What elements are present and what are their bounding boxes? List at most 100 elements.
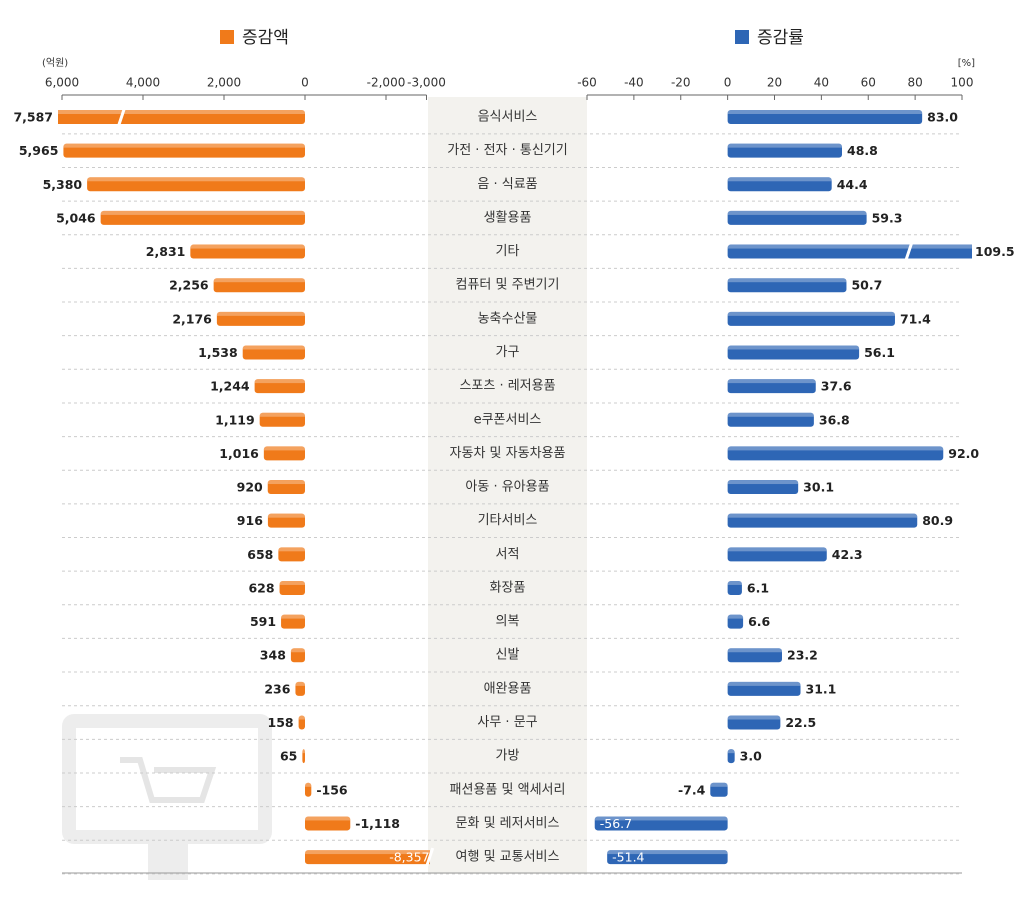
x-tick-label: 80 <box>907 76 922 90</box>
bar <box>727 345 860 360</box>
bar <box>727 177 832 192</box>
bar <box>727 614 744 629</box>
bar-highlight <box>267 480 305 485</box>
bar-highlight <box>727 143 842 148</box>
value-label: 30.1 <box>803 480 834 495</box>
bar-highlight <box>727 648 782 653</box>
bar-group <box>58 110 430 865</box>
bar <box>267 513 305 528</box>
bar-highlight <box>607 850 728 855</box>
bar <box>279 580 305 595</box>
bar <box>305 816 351 831</box>
bar-highlight <box>278 547 305 552</box>
value-label: 7,587 <box>13 110 53 125</box>
bar <box>710 782 728 797</box>
x-tick-label: -60 <box>577 76 597 90</box>
value-label: 2,831 <box>146 244 186 259</box>
bar-highlight <box>727 110 923 114</box>
category-label: 자동차 및 자동차용품 <box>450 446 566 461</box>
bar-highlight <box>305 850 430 855</box>
value-label: 80.9 <box>922 513 953 528</box>
bar-highlight <box>100 210 306 215</box>
bar-highlight <box>727 210 867 215</box>
x-tick-label: 100 <box>951 76 974 90</box>
category-label: 여행 및 교통서비스 <box>456 849 560 865</box>
bar-group <box>594 110 972 865</box>
bar <box>727 278 847 293</box>
bar <box>259 412 305 427</box>
bar-highlight <box>58 110 305 114</box>
bar-highlight <box>727 278 847 283</box>
value-label: 23.2 <box>787 648 818 663</box>
bar <box>727 379 816 394</box>
bar-highlight <box>279 580 305 585</box>
value-label: 916 <box>237 513 263 528</box>
bar <box>727 480 799 495</box>
bar <box>298 715 305 730</box>
category-label: 의복 <box>496 614 520 629</box>
bar-highlight <box>290 648 305 653</box>
bar-highlight <box>267 513 305 518</box>
bar-highlight <box>727 749 735 754</box>
bar <box>727 580 742 595</box>
value-label: 65 <box>280 749 297 764</box>
bar-highlight <box>190 244 305 249</box>
bar-highlight <box>594 816 728 821</box>
bar-highlight <box>727 412 814 417</box>
bar-highlight <box>263 446 305 451</box>
bar <box>281 614 305 629</box>
x-tick-label: -40 <box>624 76 644 90</box>
value-label: 50.7 <box>851 278 882 293</box>
x-tick-label: 20 <box>767 76 782 90</box>
x-tick-label: -2,000 <box>367 76 406 90</box>
x-tick-label: 6,000 <box>45 76 79 90</box>
bar <box>727 143 842 158</box>
bar <box>727 547 827 562</box>
bar-highlight <box>305 816 351 821</box>
bar <box>727 210 867 225</box>
value-label: 48.8 <box>847 143 878 158</box>
category-label: 음식서비스 <box>478 110 538 125</box>
bar <box>295 681 305 696</box>
value-label: 1,244 <box>210 379 250 394</box>
bar <box>727 648 782 663</box>
value-label: 44.4 <box>837 177 868 192</box>
x-tick-label: 0 <box>301 76 309 90</box>
x-tick-label: 4,000 <box>126 76 160 90</box>
bar <box>302 749 305 764</box>
bar <box>63 143 306 158</box>
category-label: 패션용품 및 액세서리 <box>450 782 566 797</box>
bar <box>727 715 781 730</box>
category-label: 가전 · 전자 · 통신기기 <box>447 143 567 158</box>
value-label: 6.6 <box>748 614 770 629</box>
category-label: 농축수산물 <box>478 311 538 326</box>
value-label: 5,046 <box>56 210 96 225</box>
value-label: 628 <box>248 580 274 595</box>
bar <box>267 480 305 495</box>
bar-highlight <box>302 749 305 754</box>
value-label: 109.5 <box>975 244 1015 259</box>
value-label: 1,016 <box>219 446 259 461</box>
category-label: 기타서비스 <box>478 513 538 528</box>
value-label: 920 <box>237 480 263 495</box>
bar-highlight <box>216 311 305 316</box>
axis-break <box>425 847 435 867</box>
bar-highlight <box>727 614 744 619</box>
legend-swatch <box>735 30 749 44</box>
x-tick-label: -3,000 <box>407 76 446 90</box>
axis-break <box>117 107 126 127</box>
x-tick-label: 40 <box>814 76 829 90</box>
bar-highlight <box>63 143 306 148</box>
value-label: 22.5 <box>785 715 816 730</box>
bar <box>213 278 305 293</box>
category-label: 스포츠 · 레저용품 <box>459 379 555 394</box>
bar <box>727 513 918 528</box>
bar <box>254 379 305 394</box>
category-label: 가구 <box>496 345 520 360</box>
value-label: 31.1 <box>806 681 837 696</box>
bar-highlight <box>727 379 816 384</box>
category-label: 가방 <box>496 749 520 764</box>
bar <box>263 446 305 461</box>
unit-label: (억원) <box>42 57 68 69</box>
value-label: 59.3 <box>872 210 903 225</box>
